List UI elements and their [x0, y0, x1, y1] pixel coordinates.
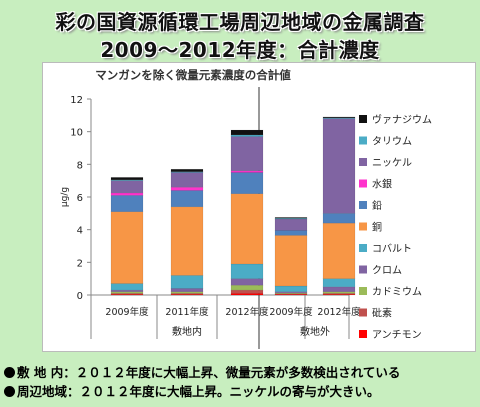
- bar-segment: [322, 118, 356, 214]
- legend-label: 水銀: [372, 178, 392, 191]
- bar-segment: [322, 213, 356, 224]
- group-label: 敷地外: [300, 325, 330, 338]
- bar-segment: [230, 284, 264, 291]
- bar-segment: [322, 286, 356, 292]
- bar-segment: [170, 168, 204, 172]
- bar-segment: [230, 136, 264, 172]
- bar-segment: [110, 211, 144, 284]
- bar-segment: [110, 192, 144, 196]
- bar-segment: [110, 283, 144, 291]
- y-axis-label: μg/g: [60, 187, 70, 207]
- page-title-line2: 2009～2012年度：合計濃度: [100, 38, 380, 62]
- footer-note-site: 敷 地 内：２０１２年度に大幅上昇、微量元素が多数検出されている: [4, 362, 400, 381]
- y-tick-label: 10: [70, 128, 83, 139]
- x-tick-label: 2011年度: [165, 306, 209, 318]
- x-tick-label: 2012年度: [317, 306, 361, 318]
- bar-segment: [274, 217, 308, 219]
- footer-note-surrounding-text: 周辺地域：２０１２年度に大幅上昇。ニッケルの寄与が大きい。: [17, 384, 380, 399]
- bullet-icon: [4, 386, 15, 397]
- bar-segment: [230, 172, 264, 194]
- bar-segment: [274, 291, 308, 294]
- bar-segment: [274, 285, 308, 292]
- bar-segment: [170, 288, 204, 292]
- legend-label: 砒素: [372, 307, 392, 320]
- y-tick-label: 8: [77, 160, 83, 171]
- bar-segment: [110, 195, 144, 212]
- bar-segment: [110, 177, 144, 181]
- legend-swatch: [359, 330, 367, 338]
- group-label: 敷地内: [172, 325, 202, 338]
- legend-swatch: [359, 179, 367, 188]
- legend-label: カドミウム: [372, 286, 422, 298]
- footer-note-surrounding: 周辺地域：２０１２年度に大幅上昇。ニッケルの寄与が大きい。: [4, 381, 380, 400]
- bar-segment: [230, 278, 264, 286]
- legend-swatch: [359, 222, 367, 231]
- bar-segment: [274, 230, 308, 236]
- legend-label: 鉛: [372, 199, 382, 212]
- legend-label: アンチモン: [372, 329, 422, 341]
- bar-segment: [170, 171, 204, 173]
- chart-title: マンガンを除く微量元素濃度の合計値: [95, 68, 291, 82]
- bar-segment: [230, 193, 264, 265]
- page-title-line1: 彩の国資源循環工場周辺地域の金属調査: [55, 10, 425, 34]
- y-tick-label: 6: [77, 193, 83, 204]
- chart-panel: マンガンを除く微量元素濃度の合計値 0 2 4 6 8 10 12 μg/g 2009年度 201…: [42, 62, 476, 352]
- legend-swatch: [359, 201, 367, 209]
- y-tick-label: 0: [77, 291, 83, 302]
- bar-segment: [230, 129, 264, 136]
- bar-segment: [322, 222, 356, 279]
- legend-label: ヴァナジウム: [372, 113, 432, 126]
- footer-note-site-text: 敷 地 内：２０１２年度に大幅上昇、微量元素が多数検出されている: [17, 365, 401, 380]
- bar-segment: [230, 289, 264, 294]
- bullet-icon: [4, 367, 15, 378]
- bar-segment: [170, 186, 204, 191]
- legend-label: 銅: [372, 221, 382, 234]
- legend-swatch: [359, 115, 367, 123]
- bar-segment: [274, 235, 308, 287]
- bar-segment: [170, 206, 204, 276]
- legend-swatch: [359, 308, 367, 317]
- bar-segment: [170, 190, 204, 208]
- legend-swatch: [359, 136, 367, 145]
- legend-label: コバルト: [372, 243, 412, 255]
- x-tick-label: 2009年度: [105, 306, 149, 318]
- bar-segment: [274, 218, 308, 231]
- bar-segment: [322, 291, 356, 294]
- bar-segment: [170, 172, 204, 188]
- legend-swatch: [359, 244, 367, 252]
- x-tick-label: 2009年度: [269, 306, 313, 318]
- legend-swatch: [359, 158, 367, 166]
- y-tick-label: 4: [77, 226, 83, 237]
- legend-label: クロム: [372, 265, 402, 277]
- bar-segment: [322, 116, 356, 119]
- bar-segment: [170, 275, 204, 289]
- bar-segment: [110, 180, 144, 194]
- bar-segment: [322, 278, 356, 288]
- legend-label: ニッケル: [372, 157, 412, 169]
- bar-segment: [170, 291, 204, 294]
- legend-swatch: [359, 265, 367, 274]
- y-tick-label: 2: [77, 258, 83, 269]
- x-tick-label: 2012年度: [225, 306, 269, 318]
- legend-label: タリウム: [372, 136, 412, 148]
- legend-swatch: [359, 287, 367, 295]
- y-tick-label: 12: [70, 95, 83, 106]
- bar-segment: [230, 263, 264, 279]
